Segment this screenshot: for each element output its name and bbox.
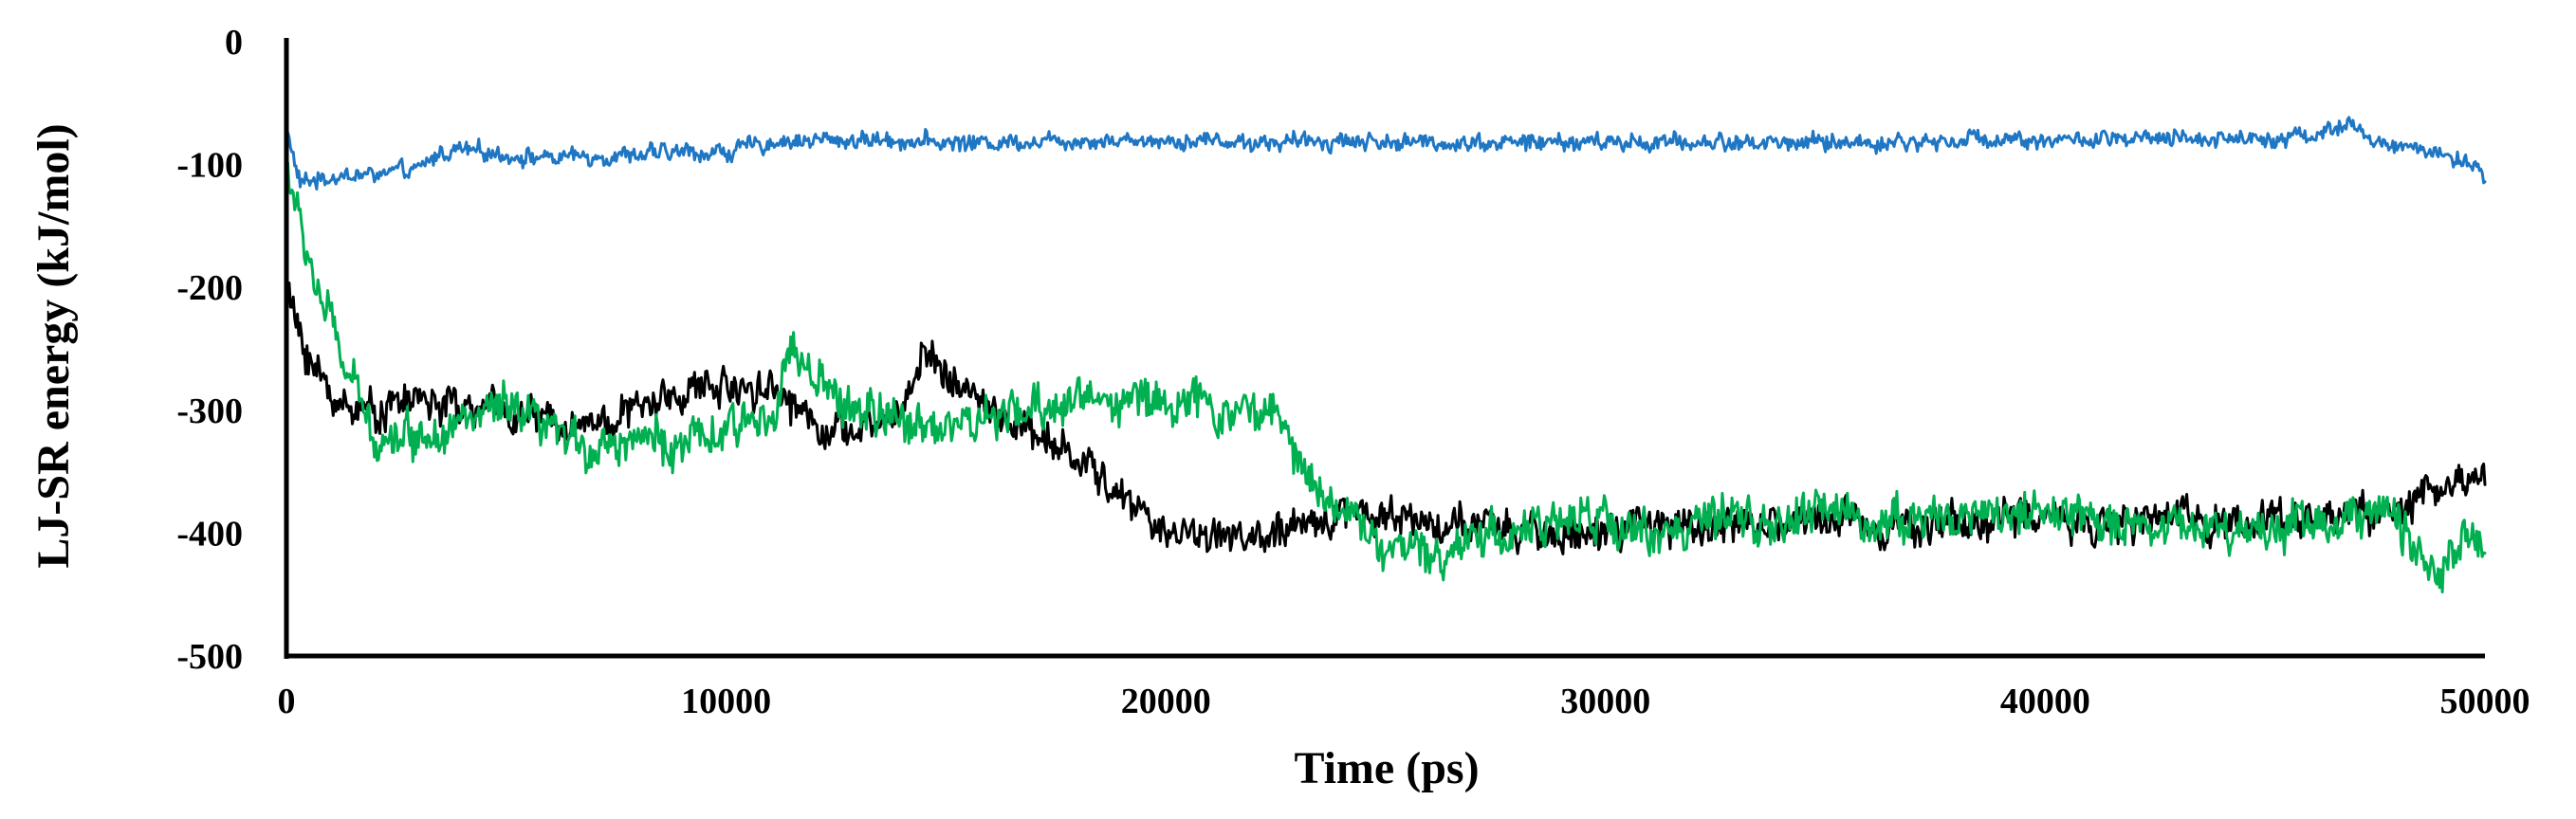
series-line-2 [285, 282, 2487, 555]
x-axis-title: Time (ps) [1294, 743, 1479, 793]
series-line-3 [285, 160, 2487, 593]
x-tick-label: 10000 [681, 682, 771, 721]
x-tick-label: 30000 [1560, 682, 1650, 721]
y-tick-label: -300 [176, 391, 243, 431]
x-tick-label: 20000 [1121, 682, 1211, 721]
y-tick-label: 0 [225, 23, 243, 63]
y-axis-title: LJ-SR energy (kJ/mol) [28, 123, 79, 568]
axes [284, 38, 2485, 659]
y-tick-label: -400 [176, 514, 243, 554]
x-tick-label: 50000 [2440, 682, 2530, 721]
x-tick-label: 0 [278, 682, 296, 721]
y-tick-label: -200 [176, 268, 243, 308]
series-line-1 [285, 116, 2487, 191]
y-tick-labels: 0 -100 -200 -300 -400 -500 [176, 23, 243, 677]
x-tick-label: 40000 [2000, 682, 2090, 721]
y-tick-label: -100 [176, 146, 243, 186]
series-group [285, 116, 2487, 593]
x-tick-labels: 0 10000 20000 30000 40000 50000 [278, 682, 2530, 721]
y-tick-label: -500 [176, 637, 243, 677]
